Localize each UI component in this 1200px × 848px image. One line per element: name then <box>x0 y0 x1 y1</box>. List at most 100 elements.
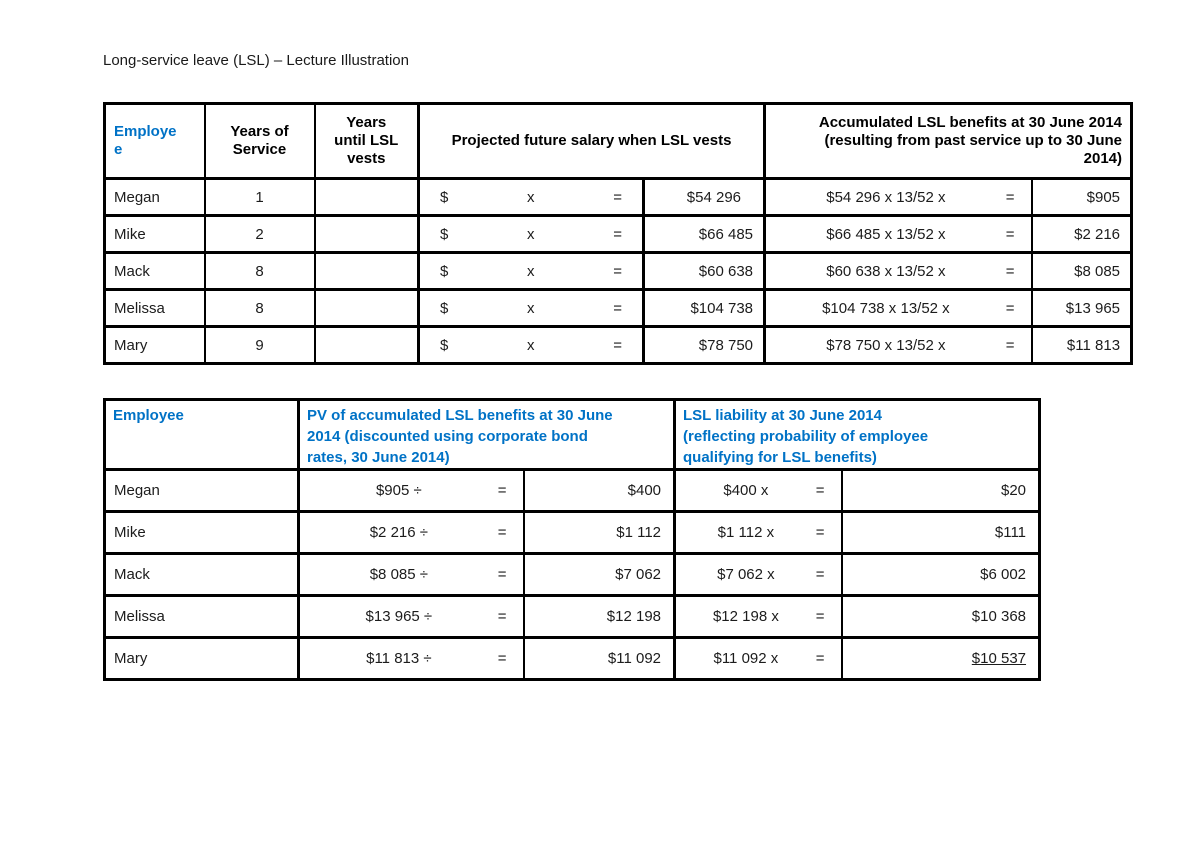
pv-formula-text: $13 965 ÷ <box>365 608 433 625</box>
pv-formula-cell: $2 216 ÷ = <box>297 510 525 555</box>
equals-sign: = <box>815 482 825 499</box>
employee-name-cell: Melissa <box>103 594 300 639</box>
table2-row-mike: Mike $2 216 ÷ = $1 112 $1 112 x = $111 <box>103 510 1041 555</box>
years-of-service-cell: 9 <box>203 325 316 365</box>
equals-sign: = <box>815 608 825 625</box>
liability-value-cell-underlined: $10 537 <box>840 636 1041 681</box>
employee-name-cell: Mack <box>103 552 300 597</box>
pv-formula-cell: $8 085 ÷ = <box>297 552 525 597</box>
dollar-sign: $ <box>440 225 449 243</box>
equals-sign: = <box>1005 225 1015 243</box>
table2-header-employee: Employee <box>103 398 300 471</box>
pv-formula-text: $11 813 ÷ <box>366 650 432 667</box>
years-until-vests-cell <box>313 325 420 365</box>
equals-sign: = <box>1005 188 1015 206</box>
employee-name-cell: Mike <box>103 214 206 254</box>
equals-sign: = <box>613 188 622 206</box>
pv-formula-cell: $905 ÷ = <box>297 468 525 513</box>
equals-sign: = <box>497 608 507 625</box>
liability-formula-cell: $11 092 x = <box>673 636 843 681</box>
employee-name-cell: Mike <box>103 510 300 555</box>
accumulated-formula-text: $66 485 x 13/52 x <box>826 225 946 243</box>
employee-name-cell: Mary <box>103 325 206 365</box>
equals-sign: = <box>613 299 622 317</box>
equals-sign: = <box>1005 299 1015 317</box>
accumulated-value-cell: $13 965 <box>1030 288 1133 328</box>
liability-formula-cell: $1 112 x = <box>673 510 843 555</box>
table1-header-years-of-service: Years of Service <box>203 102 316 180</box>
employee-name-cell: Megan <box>103 177 206 217</box>
salary-formula-cell: $ x = <box>417 251 645 291</box>
accumulated-formula-cell: $104 738 x 13/52 x = <box>763 288 1033 328</box>
page-title: Long-service leave (LSL) – Lecture Illus… <box>103 52 409 69</box>
salary-formula-cell: $ x = <box>417 288 645 328</box>
table2-header-row: Employee PV of accumulated LSL benefits … <box>103 398 1041 471</box>
pv-value-cell: $12 198 <box>522 594 676 639</box>
pv-value-cell: $7 062 <box>522 552 676 597</box>
years-of-service-cell: 2 <box>203 214 316 254</box>
salary-formula-cell: $ x = <box>417 214 645 254</box>
employee-name-cell: Megan <box>103 468 300 513</box>
table2-row-megan: Megan $905 ÷ = $400 $400 x = $20 <box>103 468 1041 513</box>
liability-value-cell: $20 <box>840 468 1041 513</box>
equals-sign: = <box>815 650 825 667</box>
years-of-service-cell: 1 <box>203 177 316 217</box>
liability-formula-text: $12 198 x <box>712 608 779 625</box>
accumulated-lsl-benefits-table: Employe e Years of Service Years until L… <box>103 102 1134 365</box>
equals-sign: = <box>1005 336 1015 354</box>
accumulated-formula-cell: $66 485 x 13/52 x = <box>763 214 1033 254</box>
salary-value-cell: $78 750 <box>641 325 766 365</box>
pv-value-cell: $11 092 <box>522 636 676 681</box>
accumulated-value-cell: $8 085 <box>1030 251 1133 291</box>
table2-row-mary: Mary $11 813 ÷ = $11 092 $11 092 x = $10 5… <box>103 636 1041 681</box>
years-of-service-cell: 8 <box>203 251 316 291</box>
accumulated-formula-cell: $60 638 x 13/52 x = <box>763 251 1033 291</box>
years-until-vests-cell <box>313 214 420 254</box>
table1-header-employee: Employe e <box>103 102 206 180</box>
times-sign: x <box>527 188 535 206</box>
years-of-service-cell: 8 <box>203 288 316 328</box>
salary-formula-cell: $ x = <box>417 325 645 365</box>
employee-name-cell: Mary <box>103 636 300 681</box>
equals-sign: = <box>815 566 825 583</box>
table2-header-lsl-liability: LSL liability at 30 June 2014 (reflectin… <box>673 398 1041 471</box>
salary-value-cell: $60 638 <box>641 251 766 291</box>
accumulated-value-cell: $2 216 <box>1030 214 1133 254</box>
table1-row-megan: Megan 1 $ x = $54 296 $54 296 x 13/52 x = $… <box>103 177 1133 217</box>
equals-sign: = <box>497 650 507 667</box>
accumulated-formula-cell: $78 750 x 13/52 x = <box>763 325 1033 365</box>
salary-value-cell: $54 296 <box>641 177 766 217</box>
salary-value-cell: $66 485 <box>641 214 766 254</box>
times-sign: x <box>527 299 535 317</box>
liability-formula-text: $400 x <box>723 482 769 499</box>
table2-row-mack: Mack $8 085 ÷ = $7 062 $7 062 x = $6 002 <box>103 552 1041 597</box>
equals-sign: = <box>497 524 507 541</box>
times-sign: x <box>527 262 535 280</box>
accumulated-formula-text: $78 750 x 13/52 x <box>826 336 946 354</box>
liability-formula-cell: $12 198 x = <box>673 594 843 639</box>
times-sign: x <box>527 225 535 243</box>
equals-sign: = <box>613 262 622 280</box>
pv-value-cell: $1 112 <box>522 510 676 555</box>
liability-value-cell: $10 368 <box>840 594 1041 639</box>
years-until-vests-cell <box>313 288 420 328</box>
table1-header-years-until-vests: Years until LSL vests <box>313 102 420 180</box>
table1-header-accumulated-benefits: Accumulated LSL benefits at 30 June 2014… <box>763 102 1133 180</box>
salary-value-cell: $104 738 <box>641 288 766 328</box>
dollar-sign: $ <box>440 336 449 354</box>
years-until-vests-cell <box>313 177 420 217</box>
liability-formula-cell: $400 x = <box>673 468 843 513</box>
table1-row-mike: Mike 2 $ x = $66 485 $66 485 x 13/52 x = $2… <box>103 214 1133 254</box>
liability-value-cell: $111 <box>840 510 1041 555</box>
liability-formula-text: $7 062 x <box>717 566 775 583</box>
pv-formula-text: $905 ÷ <box>375 482 422 499</box>
equals-sign: = <box>1005 262 1015 280</box>
table2-header-pv-benefits: PV of accumulated LSL benefits at 30 Jun… <box>296 398 676 471</box>
pv-formula-cell: $11 813 ÷ = <box>297 636 525 681</box>
liability-value-cell: $6 002 <box>840 552 1041 597</box>
accumulated-formula-text: $54 296 x 13/52 x <box>826 188 946 206</box>
dollar-sign: $ <box>440 299 449 317</box>
accumulated-formula-cell: $54 296 x 13/52 x = <box>763 177 1033 217</box>
accumulated-formula-text: $104 738 x 13/52 x <box>822 299 950 317</box>
pv-value-cell: $400 <box>522 468 676 513</box>
